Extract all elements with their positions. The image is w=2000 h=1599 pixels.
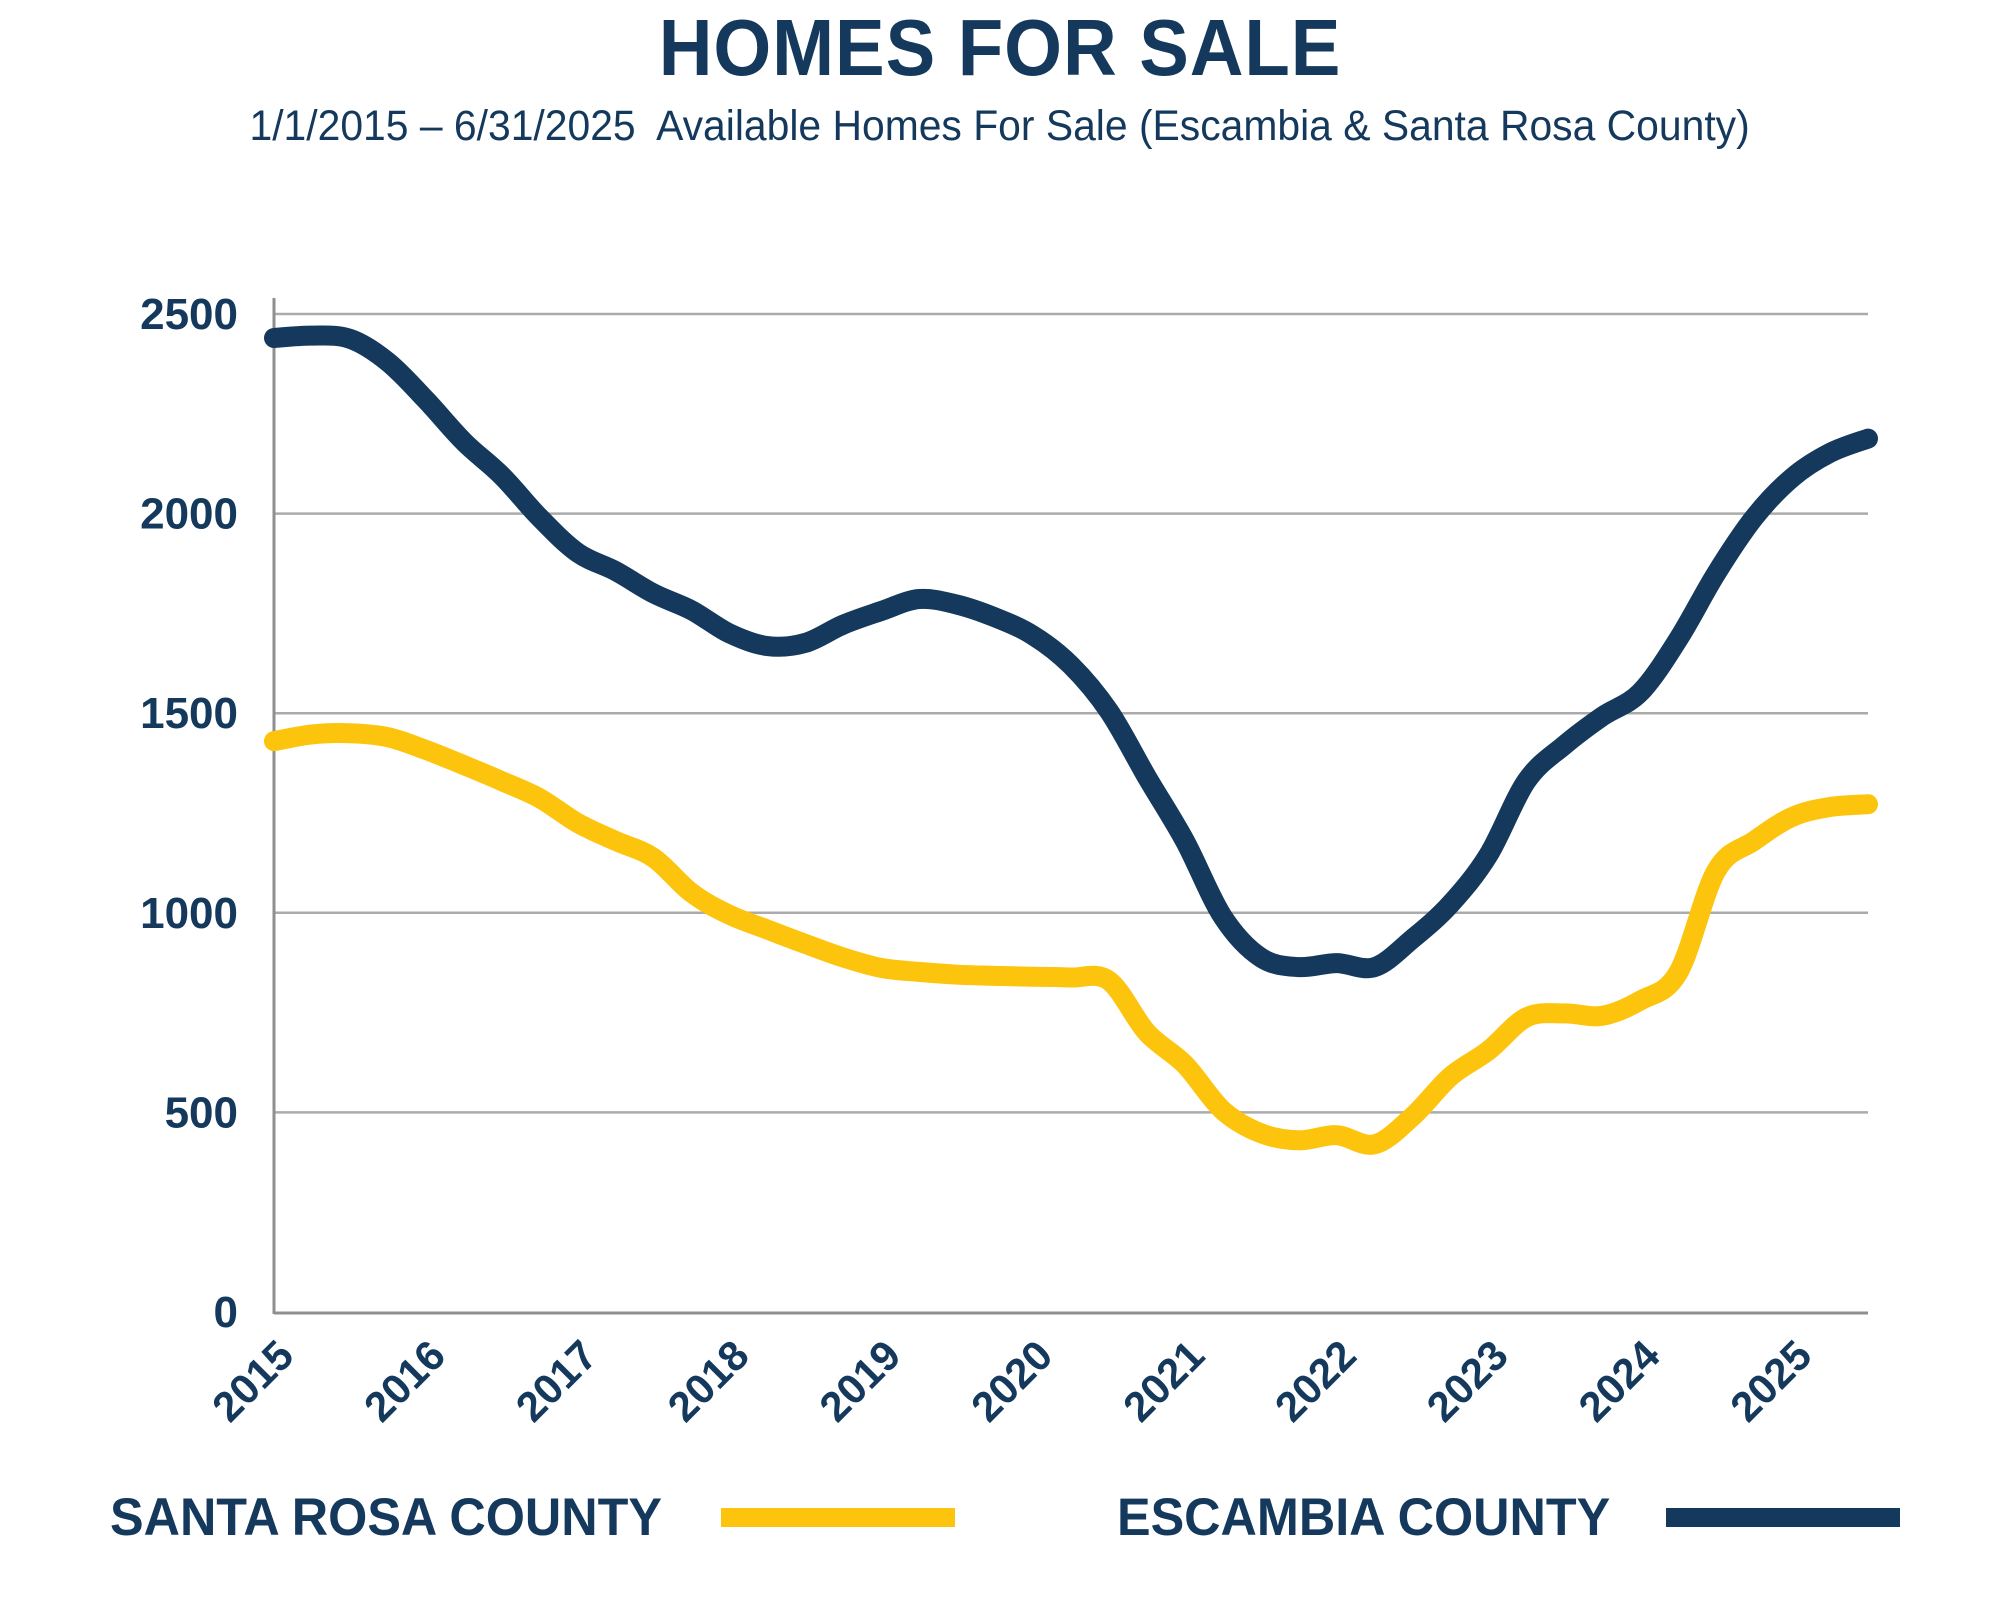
x-tick-label-2020: 2020	[962, 1331, 1061, 1430]
page-title: HOMES FOR SALE	[658, 3, 1342, 92]
escambia-line-swatch	[1666, 1508, 1900, 1527]
santa-rosa-county-line	[264, 722, 1878, 1155]
y-tick-label-2000: 2000	[140, 490, 238, 539]
y-tick-label-0: 0	[214, 1288, 238, 1337]
x-tick-label-2018: 2018	[658, 1331, 757, 1430]
escambia-county-line	[264, 325, 1878, 979]
x-tick-label-2022: 2022	[1266, 1331, 1365, 1430]
x-tick-label-2025: 2025	[1721, 1331, 1820, 1430]
x-tick-label-2019: 2019	[810, 1331, 909, 1430]
x-tick-label-2016: 2016	[355, 1331, 454, 1430]
chart-header: HOMES FOR SALE 1/1/2015 – 6/31/2025 Avai…	[0, 0, 2000, 151]
legend-item-escambia: ESCAMBIA COUNTY	[1117, 1487, 1900, 1548]
legend-label-escambia: ESCAMBIA COUNTY	[1116, 1488, 1611, 1547]
y-tick-label-2500: 2500	[140, 290, 238, 339]
legend-item-santa-rosa: SANTA ROSA COUNTY	[110, 1487, 956, 1548]
chart-subtitle: 1/1/2015 – 6/31/2025 Available Homes For…	[249, 102, 1751, 150]
x-tick-label-2023: 2023	[1418, 1331, 1517, 1430]
x-tick-label-2015: 2015	[203, 1331, 302, 1430]
legend-label-santa-rosa: SANTA ROSA COUNTY	[110, 1488, 662, 1547]
x-tick-label-2017: 2017	[507, 1331, 606, 1430]
y-tick-label-1000: 1000	[140, 889, 238, 938]
santa-rosa-line-swatch	[721, 1508, 956, 1527]
x-tick-label-2021: 2021	[1114, 1331, 1213, 1430]
y-tick-label-1500: 1500	[140, 689, 238, 738]
chart-legend: SANTA ROSA COUNTY ESCAMBIA COUNTY	[110, 1487, 1900, 1548]
x-tick-label-2024: 2024	[1569, 1331, 1669, 1431]
y-tick-label-500: 500	[165, 1088, 238, 1137]
